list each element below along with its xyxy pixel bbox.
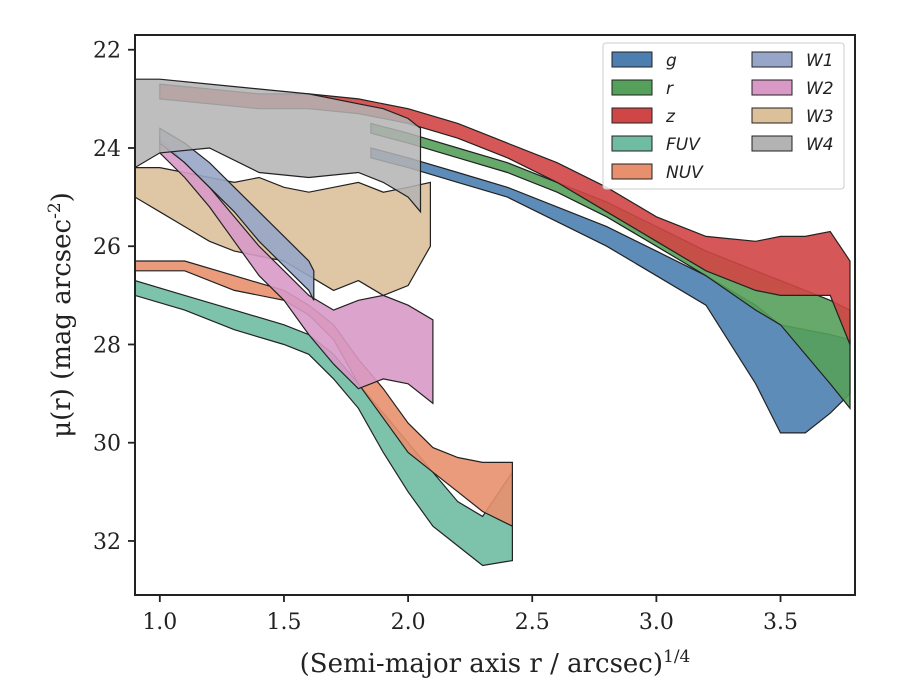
- plot-frame: [134, 34, 856, 596]
- legend-swatch-r: [611, 79, 653, 96]
- x-tick-label: 2.0: [391, 610, 426, 635]
- legend-label-w2: W2: [806, 79, 834, 99]
- legend-swatch-w1: [751, 51, 793, 68]
- legend-label-w1: W1: [806, 51, 834, 71]
- x-axis-label: (Semi-major axis r / arcsec)1/4: [300, 647, 691, 679]
- x-tick-label: 1.0: [142, 610, 177, 635]
- legend-label-w3: W3: [806, 107, 834, 127]
- legend: grz FUV NUV W1 W2 W3 W4: [602, 42, 845, 190]
- legend-label-nuv: NUV: [666, 163, 704, 183]
- y-axis-label: μ(r) (mag arcsec-2): [45, 192, 77, 438]
- legend-label-r: r: [666, 79, 674, 99]
- series-area-w2: [159, 136, 434, 405]
- y-tick-label: 28: [93, 333, 121, 358]
- series-area-w1: [159, 127, 315, 301]
- y-tick-label: 32: [93, 530, 121, 555]
- y-tick-label: 22: [93, 39, 121, 64]
- x-tick-label: 3.0: [639, 610, 674, 635]
- legend-label-g: g: [666, 51, 677, 71]
- legend-swatch-w3: [751, 107, 793, 124]
- y-tick-label: 30: [93, 432, 121, 457]
- legend-swatch-w4: [751, 135, 793, 152]
- legend-swatch-nuv: [611, 163, 653, 180]
- legend-swatch-fuv: [611, 135, 653, 152]
- legend-label-z: z: [665, 107, 676, 127]
- legend-swatch-g: [611, 51, 653, 68]
- y-tick-label: 26: [93, 235, 121, 260]
- legend-label-fuv: FUV: [666, 135, 701, 155]
- legend-swatch-z: [611, 107, 653, 124]
- x-tick-label: 1.5: [266, 610, 301, 635]
- series-area-w4: [135, 78, 422, 214]
- y-axis: 22 24 26 28 30 32: [93, 39, 135, 555]
- y-tick-label: 24: [93, 137, 121, 162]
- x-tick-label: 3.5: [763, 610, 798, 635]
- legend-swatch-w2: [751, 79, 793, 96]
- legend-label-w4: W4: [806, 135, 834, 155]
- x-axis: 1.0 1.5 2.0 2.5 3.0 3.5: [142, 595, 798, 635]
- x-tick-label: 2.5: [515, 610, 550, 635]
- series-areas: [135, 78, 851, 567]
